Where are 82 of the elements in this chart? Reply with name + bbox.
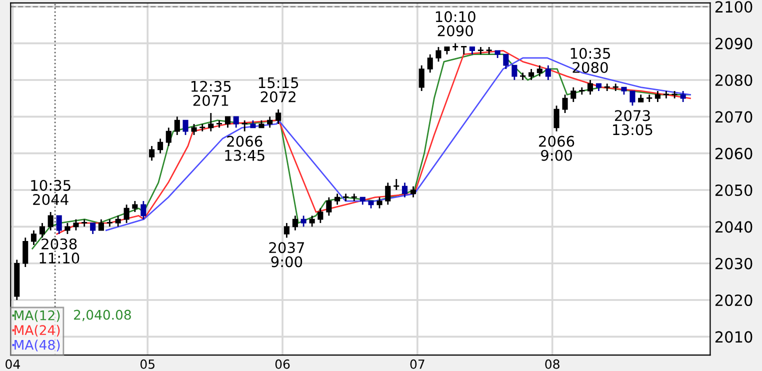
y-tick-label: 2100 — [715, 1, 752, 13]
annotation: 10:35 2080 — [570, 48, 610, 73]
candlestick — [394, 178, 400, 191]
annotation: 2038 11:10 — [40, 238, 80, 264]
candlestick — [427, 54, 433, 74]
y-tick-label: 2040 — [715, 221, 752, 233]
y-tick-label: 2090 — [715, 38, 752, 50]
candlestick — [30, 230, 37, 246]
candlestick — [56, 214, 62, 235]
annotation: 10:35 2044 — [31, 180, 70, 206]
x-tick-label: 06 — [275, 359, 290, 369]
candlestick — [267, 116, 273, 128]
candlestick — [334, 192, 340, 206]
candlestick — [461, 46, 467, 56]
x-tick-label: 08 — [545, 359, 560, 369]
candlestick — [22, 236, 28, 268]
candlestick — [191, 123, 197, 136]
y-tick-label: 2020 — [715, 294, 752, 306]
candlestick — [436, 46, 442, 62]
candlestick — [545, 64, 551, 81]
y-tick-label: 2030 — [715, 258, 752, 270]
y-tick-label: 2070 — [715, 111, 752, 123]
legend-label: MA(24) — [14, 324, 60, 337]
candlestick — [630, 90, 636, 106]
annotation: 10:10 2090 — [436, 11, 476, 36]
annotation: 2,040.08 — [74, 310, 131, 322]
y-tick-label: 2080 — [715, 74, 752, 86]
x-tick-label: 04 — [6, 359, 20, 369]
x-tick-label: 07 — [410, 359, 424, 369]
annotation: 15:15 2072 — [258, 77, 298, 102]
candlestick — [410, 186, 416, 198]
candlestick — [115, 214, 121, 228]
annotation: 12:35 2071 — [191, 80, 231, 106]
candlestick — [318, 208, 324, 224]
candlestick — [64, 222, 70, 235]
candlestick — [284, 222, 290, 238]
candlestick — [132, 200, 138, 213]
candlestick — [292, 214, 298, 232]
candlestick — [166, 126, 172, 147]
candlestick — [158, 138, 164, 154]
annotation: 2066 13:45 — [225, 136, 264, 161]
candlestick — [418, 64, 424, 92]
candlestick — [208, 112, 214, 132]
candlestick — [570, 86, 576, 103]
candlestick — [503, 54, 509, 70]
legend-label: MA(12) — [14, 310, 60, 322]
candlestick — [48, 211, 54, 232]
candlestick — [326, 196, 332, 216]
candlestick — [654, 90, 660, 103]
candlestick — [587, 79, 594, 96]
candlestick — [300, 214, 306, 228]
candlestick — [528, 68, 534, 81]
candlestick — [376, 196, 382, 210]
candlestick — [233, 116, 239, 128]
candlestick — [402, 182, 408, 198]
candlestick — [309, 214, 315, 228]
y-tick-label: 2010 — [715, 331, 752, 343]
candlestick — [276, 108, 282, 125]
candlestick — [680, 90, 686, 103]
candlestick — [242, 120, 248, 132]
candlestick — [39, 222, 46, 238]
annotation: 2073 13:05 — [613, 110, 652, 136]
candlestick — [98, 218, 104, 232]
candlestick — [224, 116, 231, 128]
candlestick — [90, 222, 96, 235]
annotation: 2066 9:00 — [539, 136, 574, 161]
candlestick — [73, 218, 79, 232]
candlestick — [562, 94, 568, 114]
candlestick — [554, 104, 560, 132]
candlestick — [512, 64, 518, 81]
candlestick — [385, 182, 391, 206]
candlestick — [149, 145, 155, 162]
candlestick — [536, 64, 542, 78]
candlestick — [174, 116, 180, 136]
candlestick — [124, 204, 130, 224]
candlestick — [140, 200, 146, 220]
y-tick-label: 2060 — [715, 148, 752, 160]
y-tick-label: 2050 — [715, 184, 752, 196]
legend-label: MA(48) — [14, 340, 60, 352]
candlestick — [182, 120, 188, 136]
annotation: 2037 9:00 — [269, 242, 304, 268]
x-tick-label: 05 — [140, 359, 154, 369]
